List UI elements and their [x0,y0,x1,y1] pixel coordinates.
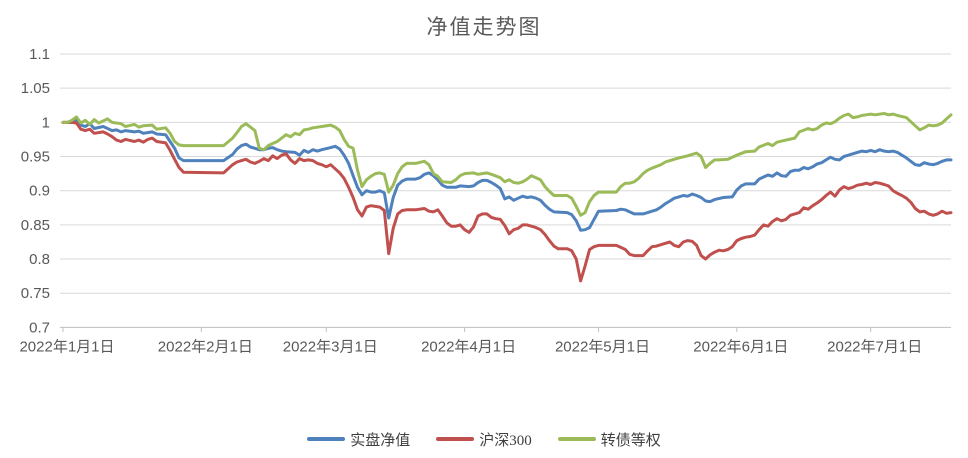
y-axis-tick-label: 0.85 [21,217,50,234]
series-line-portfolio-nav [61,118,953,232]
chart-title: 净值走势图 [426,15,542,39]
legend-label: 实盘净值 [350,432,411,449]
series-line-convertible-equal-weight [61,112,953,217]
y-axis-tick-label: 1 [42,114,50,131]
y-axis-tick-label: 0.95 [21,149,50,166]
series-line-hs300 [61,120,953,283]
x-axis-tick-label: 2022年7月1日 [827,338,922,355]
y-axis-tick-label: 1.1 [29,46,50,63]
legend-swatch-hs300-line [436,437,475,441]
legend-label: 转债等权 [600,432,661,449]
y-axis-tick-label: 0.8 [29,251,50,268]
legend-item-convertible-equal-weight: 转债等权 [557,429,661,450]
y-axis-tick-label: 0.7 [29,319,50,336]
x-axis-tick-label: 2022年2月1日 [158,338,253,355]
line-chart-canvas: 1.1 1.05 1 0.95 0.9 0.85 0.8 0.75 0.7 2022年1月1日 20… [19,46,953,355]
y-axis-tick-label: 0.75 [21,285,50,302]
y-axis-tick-label: 1.05 [21,80,50,97]
x-axis-tick-label: 2022年6月1日 [693,338,788,355]
legend-swatch-portfolio-nav-line [307,437,346,441]
y-axis-tick-label: 0.9 [29,183,50,200]
legend-label: 沪深300 [479,432,532,449]
x-axis-tick-label: 2022年4月1日 [421,338,516,355]
x-axis-tick-label: 2022年1月1日 [19,338,114,355]
x-axis-tick-label: 2022年5月1日 [555,338,650,355]
legend-swatch-convertible-equal-weight-line [557,437,596,441]
x-axis-tick-label: 2022年3月1日 [283,338,378,355]
legend-item-hs300: 沪深300 [436,429,532,450]
legend-item-portfolio-nav: 实盘净值 [307,429,410,450]
chart-legend: 实盘净值 沪深300 转债等权 [0,428,968,450]
